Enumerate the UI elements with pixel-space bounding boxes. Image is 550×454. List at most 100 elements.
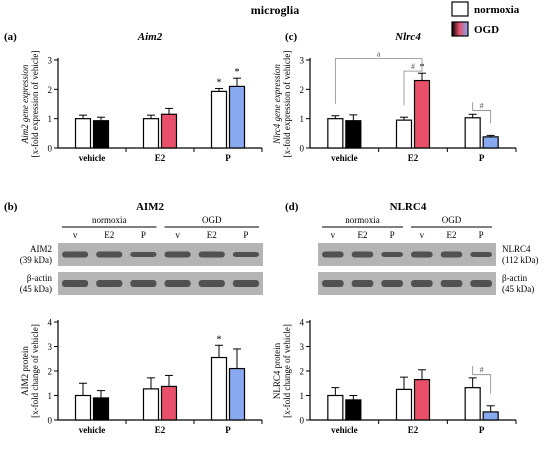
blot-protein-label: NLRC4 [502, 244, 531, 254]
bar [74, 118, 92, 149]
x-tick-label: vehicle [331, 153, 358, 163]
blot-group-label: OGD [442, 215, 462, 225]
bar [464, 387, 481, 421]
y-tick-label: 4 [48, 318, 53, 328]
significance-bracket [403, 61, 423, 106]
blot-protein-label: β-actin [502, 273, 528, 283]
blot-band [440, 280, 463, 287]
legend-swatch-normoxia [451, 1, 469, 17]
y-axis-label-2: [x-fold change of vehicle] [30, 324, 40, 418]
blot-lane-label: E2 [207, 230, 217, 240]
x-tick-label: P [479, 425, 485, 435]
bar [74, 394, 92, 421]
y-tick-label: 2 [300, 367, 305, 377]
blot-lane-label: v [73, 230, 78, 240]
x-tick-label: E2 [155, 153, 166, 163]
blot-band [198, 251, 225, 258]
y-tick-label: 3 [48, 342, 53, 352]
blot-lane-label: P [141, 230, 146, 240]
blot-lane-label: E2 [358, 230, 368, 240]
x-tick-label: P [225, 425, 231, 435]
bar [160, 385, 178, 421]
blot-lane-label: P [479, 230, 484, 240]
legend: normoxia OGD [451, 1, 520, 37]
panel-title-d: NLRC4 [390, 201, 427, 213]
blot-lane-label: v [331, 230, 336, 240]
bar [228, 367, 246, 421]
y-tick-label: 3 [300, 342, 305, 352]
y-axis-label: NLRC4 protein [272, 342, 282, 399]
bar [327, 118, 344, 149]
y-axis-label-2: [x-fold expression of vehicle] [282, 51, 292, 158]
bar [92, 120, 110, 149]
blot-band [96, 251, 123, 258]
panel-label-d: (d) [285, 201, 299, 213]
bar [413, 79, 431, 149]
panel-title-a: Aim2 [137, 31, 163, 43]
panel-label-b: (b) [4, 201, 18, 213]
chart-c: 0 1 2 3 vehicle E2 P Nlrc4 gene expression [x-fo… [272, 50, 517, 163]
chart-d: 0 1 2 3 4 vehicle E2 P NLRC4 protein [x-fold chan… [272, 318, 517, 435]
significance-marker: * [217, 77, 222, 88]
blot-band [322, 251, 344, 258]
blot-strip [58, 243, 263, 266]
y-axis-label: Aim2 gene expression [20, 64, 30, 144]
blot-lane-label: v [420, 230, 425, 240]
bar [482, 411, 499, 421]
significance-marker: * [235, 67, 240, 78]
legend-swatch-ogd [451, 21, 469, 37]
bar [395, 388, 413, 421]
panel-title-c: Nlrc4 [394, 31, 421, 43]
blot-size-label: (45 kDa) [20, 284, 52, 294]
bracket-label: # [480, 101, 484, 110]
blot-band [411, 280, 433, 287]
bar [210, 90, 228, 149]
blot-band [232, 252, 259, 257]
x-tick-label: E2 [408, 153, 419, 163]
blot-protein-label: β-actin [27, 273, 53, 283]
blot-group-label: OGD [202, 215, 222, 225]
blot-band [381, 252, 403, 257]
y-tick-label: 0 [48, 144, 53, 154]
bar [210, 356, 228, 421]
blot-band [470, 252, 492, 257]
x-tick-label: vehicle [79, 153, 106, 163]
blot-size-label: (45 kDa) [502, 284, 534, 294]
blot-band [130, 280, 157, 287]
blot-strip [318, 243, 496, 266]
blot-band [470, 280, 492, 287]
blot-band [62, 251, 89, 258]
blot-band [62, 280, 89, 287]
bar [413, 378, 431, 421]
blot-band [96, 280, 123, 287]
bar [92, 397, 110, 421]
blot-size-label: (112 kDa) [502, 255, 538, 265]
y-axis-label: Nlrc4 gene expression [272, 64, 282, 145]
blot-band [351, 280, 374, 287]
y-axis-label-2: [x-fold expression of vehicle] [30, 51, 40, 158]
blot-band [198, 280, 225, 287]
bar [345, 120, 362, 149]
x-tick-label: P [225, 153, 231, 163]
y-tick-label: 0 [300, 144, 305, 154]
blot-lane-label: v [175, 230, 180, 240]
blot-size-label: (39 kDa) [20, 255, 52, 265]
chart-a: 0 1 2 3 vehicle E2 P Aim2 gene expression [x-fol… [20, 51, 263, 163]
blot-band [351, 251, 374, 258]
significance-marker: * [217, 334, 222, 345]
blot-band [130, 252, 157, 257]
blot-lane-label: E2 [447, 230, 457, 240]
blot-group-label: normoxia [92, 215, 127, 225]
y-tick-label: 2 [48, 85, 53, 95]
x-tick-label: P [479, 153, 485, 163]
y-axis-label-2: [x-fold change of vehicle] [282, 324, 292, 418]
bar [327, 394, 344, 421]
blot-band [164, 280, 191, 287]
x-tick-label: E2 [155, 425, 166, 435]
legend-label-ogd: OGD [474, 24, 499, 36]
blot-band [440, 251, 463, 258]
bar [395, 119, 413, 149]
panel-label-a: (a) [4, 31, 17, 43]
